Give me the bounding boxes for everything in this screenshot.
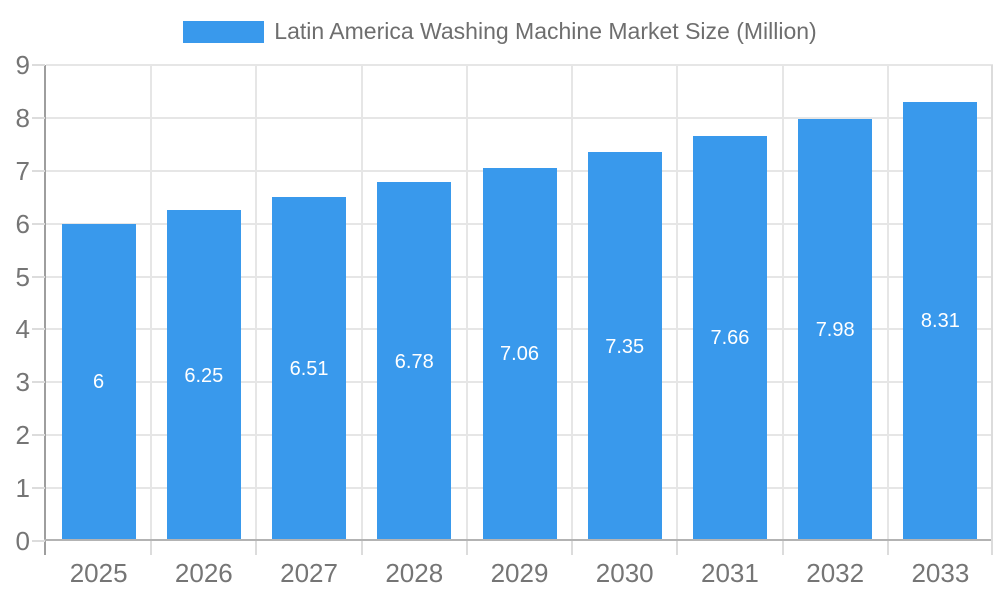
x-axis-label: 2025 [69, 558, 128, 588]
y-axis-label: 6 [15, 208, 30, 239]
x-gridline [150, 65, 153, 541]
y-axis-tick [32, 328, 45, 331]
x-axis-tick [886, 541, 889, 555]
x-axis-tick [255, 541, 258, 555]
x-axis-label: 2026 [174, 558, 233, 588]
x-axis-label: 2029 [490, 558, 549, 588]
legend-swatch [183, 20, 265, 43]
y-gridline [46, 64, 993, 66]
x-axis-label: 2027 [280, 558, 338, 588]
y-axis-label: 8 [15, 102, 30, 133]
y-axis-label: 0 [15, 526, 30, 556]
legend-label: Latin America Washing Machine Market Siz… [274, 18, 817, 44]
x-gridline [571, 65, 574, 541]
x-gridline [360, 65, 363, 541]
x-axis-label: 2033 [911, 558, 970, 588]
x-axis-label: 2031 [701, 558, 759, 588]
bar-2033: 8.31 [903, 101, 978, 541]
bar-value-label: 7.06 [500, 343, 539, 366]
bar-value-label: 6.25 [184, 364, 224, 387]
x-gridline [886, 65, 889, 541]
bar-2032: 7.98 [798, 118, 873, 541]
bar-2025: 6 [61, 223, 136, 541]
y-axis-line [44, 65, 46, 555]
bar-2026: 6.25 [166, 210, 241, 541]
y-axis-label: 4 [15, 314, 30, 345]
x-gridline [255, 65, 258, 541]
x-axis-tick [465, 541, 468, 555]
plot-right-border [991, 65, 993, 555]
y-axis-tick [32, 64, 45, 66]
x-gridline [465, 65, 468, 541]
x-axis-tick [360, 541, 363, 555]
y-axis-label: 5 [15, 261, 30, 292]
x-axis-baseline [44, 539, 993, 541]
bar-2031: 7.66 [692, 135, 767, 541]
y-gridline [46, 116, 993, 119]
y-axis-tick [32, 116, 45, 119]
y-axis-label: 1 [15, 473, 30, 504]
y-axis-tick [32, 169, 45, 172]
bar-value-label: 8.31 [920, 310, 960, 333]
plot-area: 6 6.25 6.51 6.78 7.06 7.35 7.66 7.98 8.31 [46, 64, 993, 541]
x-axis-label: 2028 [385, 558, 444, 588]
bar-value-label: 7.35 [605, 335, 645, 358]
y-axis-tick [32, 540, 45, 542]
bar-value-label: 6.51 [289, 357, 329, 380]
y-axis-tick [32, 275, 45, 278]
x-gridline [781, 65, 784, 541]
bar-2029: 7.06 [482, 167, 557, 541]
x-gridline [676, 65, 679, 541]
bar-2027: 6.51 [272, 196, 347, 541]
x-axis-tick [781, 541, 784, 555]
y-axis-label: 9 [15, 50, 30, 80]
y-axis-tick [32, 381, 45, 384]
x-axis-tick [676, 541, 679, 555]
y-axis-tick [32, 487, 45, 490]
x-axis-label: 2032 [806, 558, 865, 588]
bar-2030: 7.35 [587, 152, 662, 541]
bar-value-label: 7.98 [815, 318, 855, 341]
bar-value-label: 6 [93, 371, 105, 394]
x-axis-tick [571, 541, 574, 555]
y-axis-label: 7 [15, 155, 30, 186]
bar-2028: 6.78 [377, 182, 452, 541]
y-axis-label: 3 [15, 367, 30, 398]
x-axis-label: 2030 [595, 558, 654, 588]
legend-item[interactable]: Latin America Washing Machine Market Siz… [0, 18, 1000, 45]
bar-value-label: 6.78 [394, 350, 434, 373]
bar-value-label: 7.66 [710, 327, 750, 350]
x-axis-tick [150, 541, 153, 555]
y-axis-tick [32, 222, 45, 225]
y-axis-label: 2 [15, 420, 30, 451]
y-axis-tick [32, 434, 45, 437]
